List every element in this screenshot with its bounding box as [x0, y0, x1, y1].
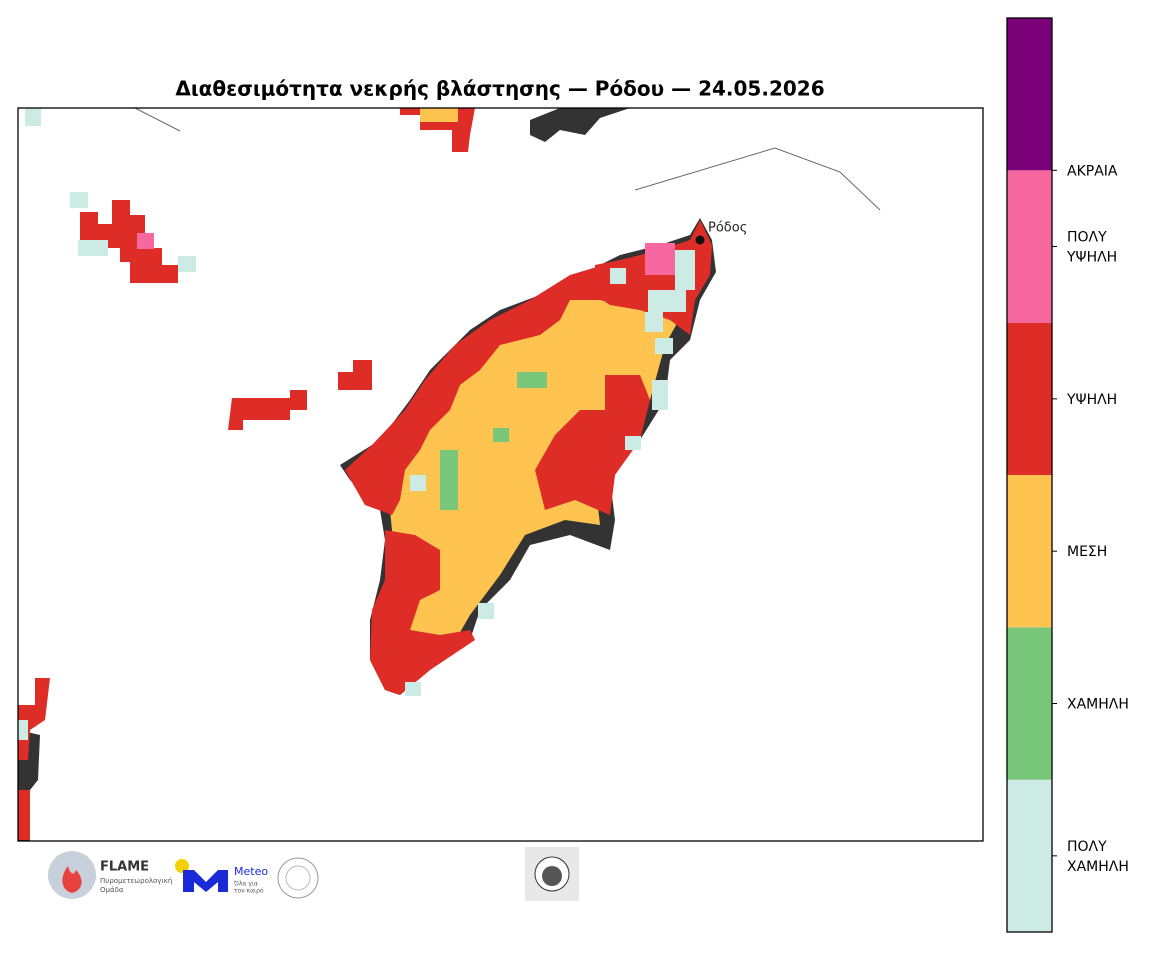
- seal: [542, 866, 562, 886]
- raster-cell: [18, 720, 28, 740]
- colorbar-segment: [1007, 475, 1052, 628]
- border-line: [134, 108, 181, 132]
- colorbar-segment: [1007, 170, 1052, 323]
- raster-cell: [645, 243, 675, 275]
- raster-cell: [655, 338, 673, 354]
- raster-cell: [517, 372, 547, 388]
- colorbar-label-line: ΠΟΛΥ: [1067, 839, 1107, 855]
- land-mass: [530, 108, 630, 142]
- flame-logo: FLAME Πυρομετεωρολογική Ομάδα: [48, 851, 172, 899]
- colorbar: ΠΟΛΥ ΧΑΜΗΛΗ ΧΑΜΗΛΗ ΜΕΣΗ ΥΨΗΛΗ ΠΟΛΥ ΥΨΗΛΗ ΑΚΡΑΙΑ: [1006, 17, 1129, 933]
- raster-cell: [338, 360, 372, 390]
- colorbar-label: ΠΟΛΥ ΧΑΜΗΛΗ: [1067, 839, 1129, 875]
- map: Ρόδος: [18, 108, 983, 841]
- colorbar-label-line: ΧΑΜΗΛΗ: [1067, 697, 1129, 713]
- colorbar-label-line: ΠΟΛΥ: [1067, 230, 1107, 246]
- raster-cell: [440, 450, 458, 510]
- map-frame: [17, 107, 984, 842]
- raster-cell: [535, 375, 650, 515]
- raster-cell: [405, 682, 421, 696]
- city-label: Ρόδος: [708, 221, 747, 236]
- raster-cell: [645, 312, 663, 332]
- raster-cell: [675, 250, 695, 290]
- colorbar-segment: [1007, 322, 1052, 475]
- colorbar-label-line: ΥΨΗΛΗ: [1066, 250, 1117, 266]
- raster-cell: [648, 290, 686, 312]
- municipality-logo: [525, 847, 579, 901]
- colorbar-label-line: ΑΚΡΑΙΑ: [1067, 163, 1118, 179]
- raster-cell: [610, 268, 626, 284]
- raster-cell: [80, 200, 178, 283]
- raster-cell: [228, 390, 307, 430]
- meteo-logo: Meteo Όλα για τον καιρό: [175, 857, 319, 899]
- colorbar-label-line: ΜΕΣΗ: [1067, 544, 1107, 560]
- raster-cell: [625, 436, 641, 450]
- colorbar-label-line: ΥΨΗΛΗ: [1066, 392, 1117, 408]
- logo-text: FLAME: [100, 860, 149, 875]
- border-line: [634, 147, 881, 211]
- colorbar-label: ΠΟΛΥ ΥΨΗΛΗ: [1066, 230, 1117, 266]
- raster-cell: [137, 233, 154, 249]
- seal: [277, 857, 319, 899]
- map-title: Διαθεσιμότητα νεκρής βλάστησης — Ρόδου —…: [175, 77, 824, 101]
- colorbar-segment: [1007, 779, 1052, 932]
- raster-cell: [410, 475, 426, 491]
- colorbar-label: ΥΨΗΛΗ: [1066, 392, 1117, 408]
- raster-cell: [493, 428, 509, 442]
- raster-cell: [370, 530, 475, 695]
- colorbar-segment: [1007, 627, 1052, 780]
- logo-dot: [175, 859, 189, 873]
- logo-text: Πυρομετεωρολογική: [100, 877, 172, 885]
- raster-cell: [420, 108, 458, 122]
- colorbar-label: ΜΕΣΗ: [1067, 544, 1107, 560]
- colorbar-segment: [1007, 18, 1052, 171]
- raster-cell: [25, 108, 41, 126]
- raster-cell: [70, 192, 88, 208]
- logo-text: Όλα για: [233, 881, 258, 888]
- city-marker: [695, 235, 705, 245]
- logo-m: [183, 870, 228, 892]
- raster-cell: [478, 603, 494, 619]
- raster-cell: [652, 380, 668, 410]
- colorbar-frame: [1006, 17, 1053, 933]
- colorbar-label-line: ΧΑΜΗΛΗ: [1067, 859, 1129, 875]
- raster-cell: [78, 240, 108, 256]
- logo-text: Ομάδα: [100, 886, 124, 894]
- logo-flame: [62, 866, 82, 893]
- seal: [285, 865, 311, 891]
- logo-text: τον καιρό: [234, 888, 264, 895]
- raster-cell: [380, 245, 695, 680]
- colorbar-label: ΧΑΜΗΛΗ: [1067, 697, 1129, 713]
- raster-cell: [178, 256, 196, 272]
- logo-text: Meteo: [234, 865, 268, 878]
- raster-cell: [18, 790, 30, 840]
- colorbar-label: ΑΚΡΑΙΑ: [1067, 163, 1118, 179]
